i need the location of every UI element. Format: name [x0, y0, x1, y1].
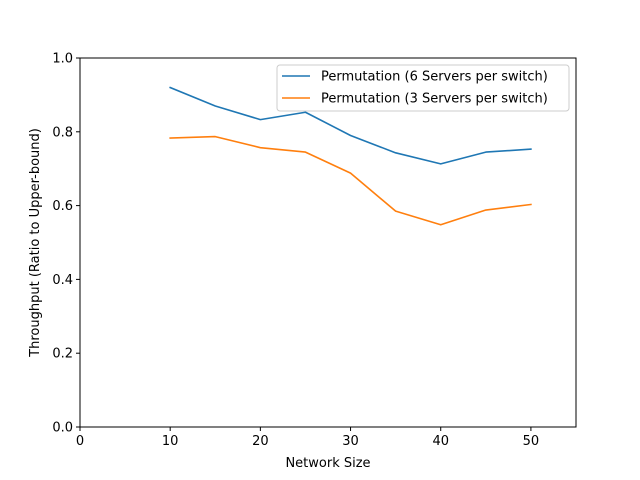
x-tick-label: 0	[76, 434, 84, 449]
x-tick-label: 30	[342, 434, 359, 449]
y-tick-label: 0.4	[52, 273, 73, 288]
x-tick-label: 10	[162, 434, 179, 449]
x-tick-label: 50	[523, 434, 540, 449]
y-tick-label: 0.6	[52, 199, 73, 214]
y-tick-label: 1.0	[52, 52, 73, 67]
legend-label-2: Permutation (3 Servers per switch)	[321, 92, 548, 107]
y-tick-label: 0.2	[52, 347, 73, 362]
legend: Permutation (6 Servers per switch) Permut…	[276, 64, 570, 112]
series-line-1	[169, 86, 532, 165]
series-layer	[169, 86, 532, 226]
y-axis: 0.0 0.2 0.4 0.6 0.8 1.0	[52, 52, 80, 436]
legend-box	[276, 64, 570, 112]
y-axis-label: Throughput (Ratio to Upper-bound)	[28, 128, 43, 358]
y-tick-label: 0.8	[52, 125, 73, 140]
x-axis-label: Network Size	[285, 456, 370, 471]
x-axis: 0 10 20 30 40 50	[76, 427, 539, 449]
x-tick-label: 40	[432, 434, 449, 449]
y-tick-label: 0.0	[52, 421, 73, 436]
series-line-2	[169, 135, 532, 226]
plot-frame	[79, 57, 577, 428]
legend-label-1: Permutation (6 Servers per switch)	[321, 70, 548, 85]
x-tick-label: 20	[252, 434, 269, 449]
